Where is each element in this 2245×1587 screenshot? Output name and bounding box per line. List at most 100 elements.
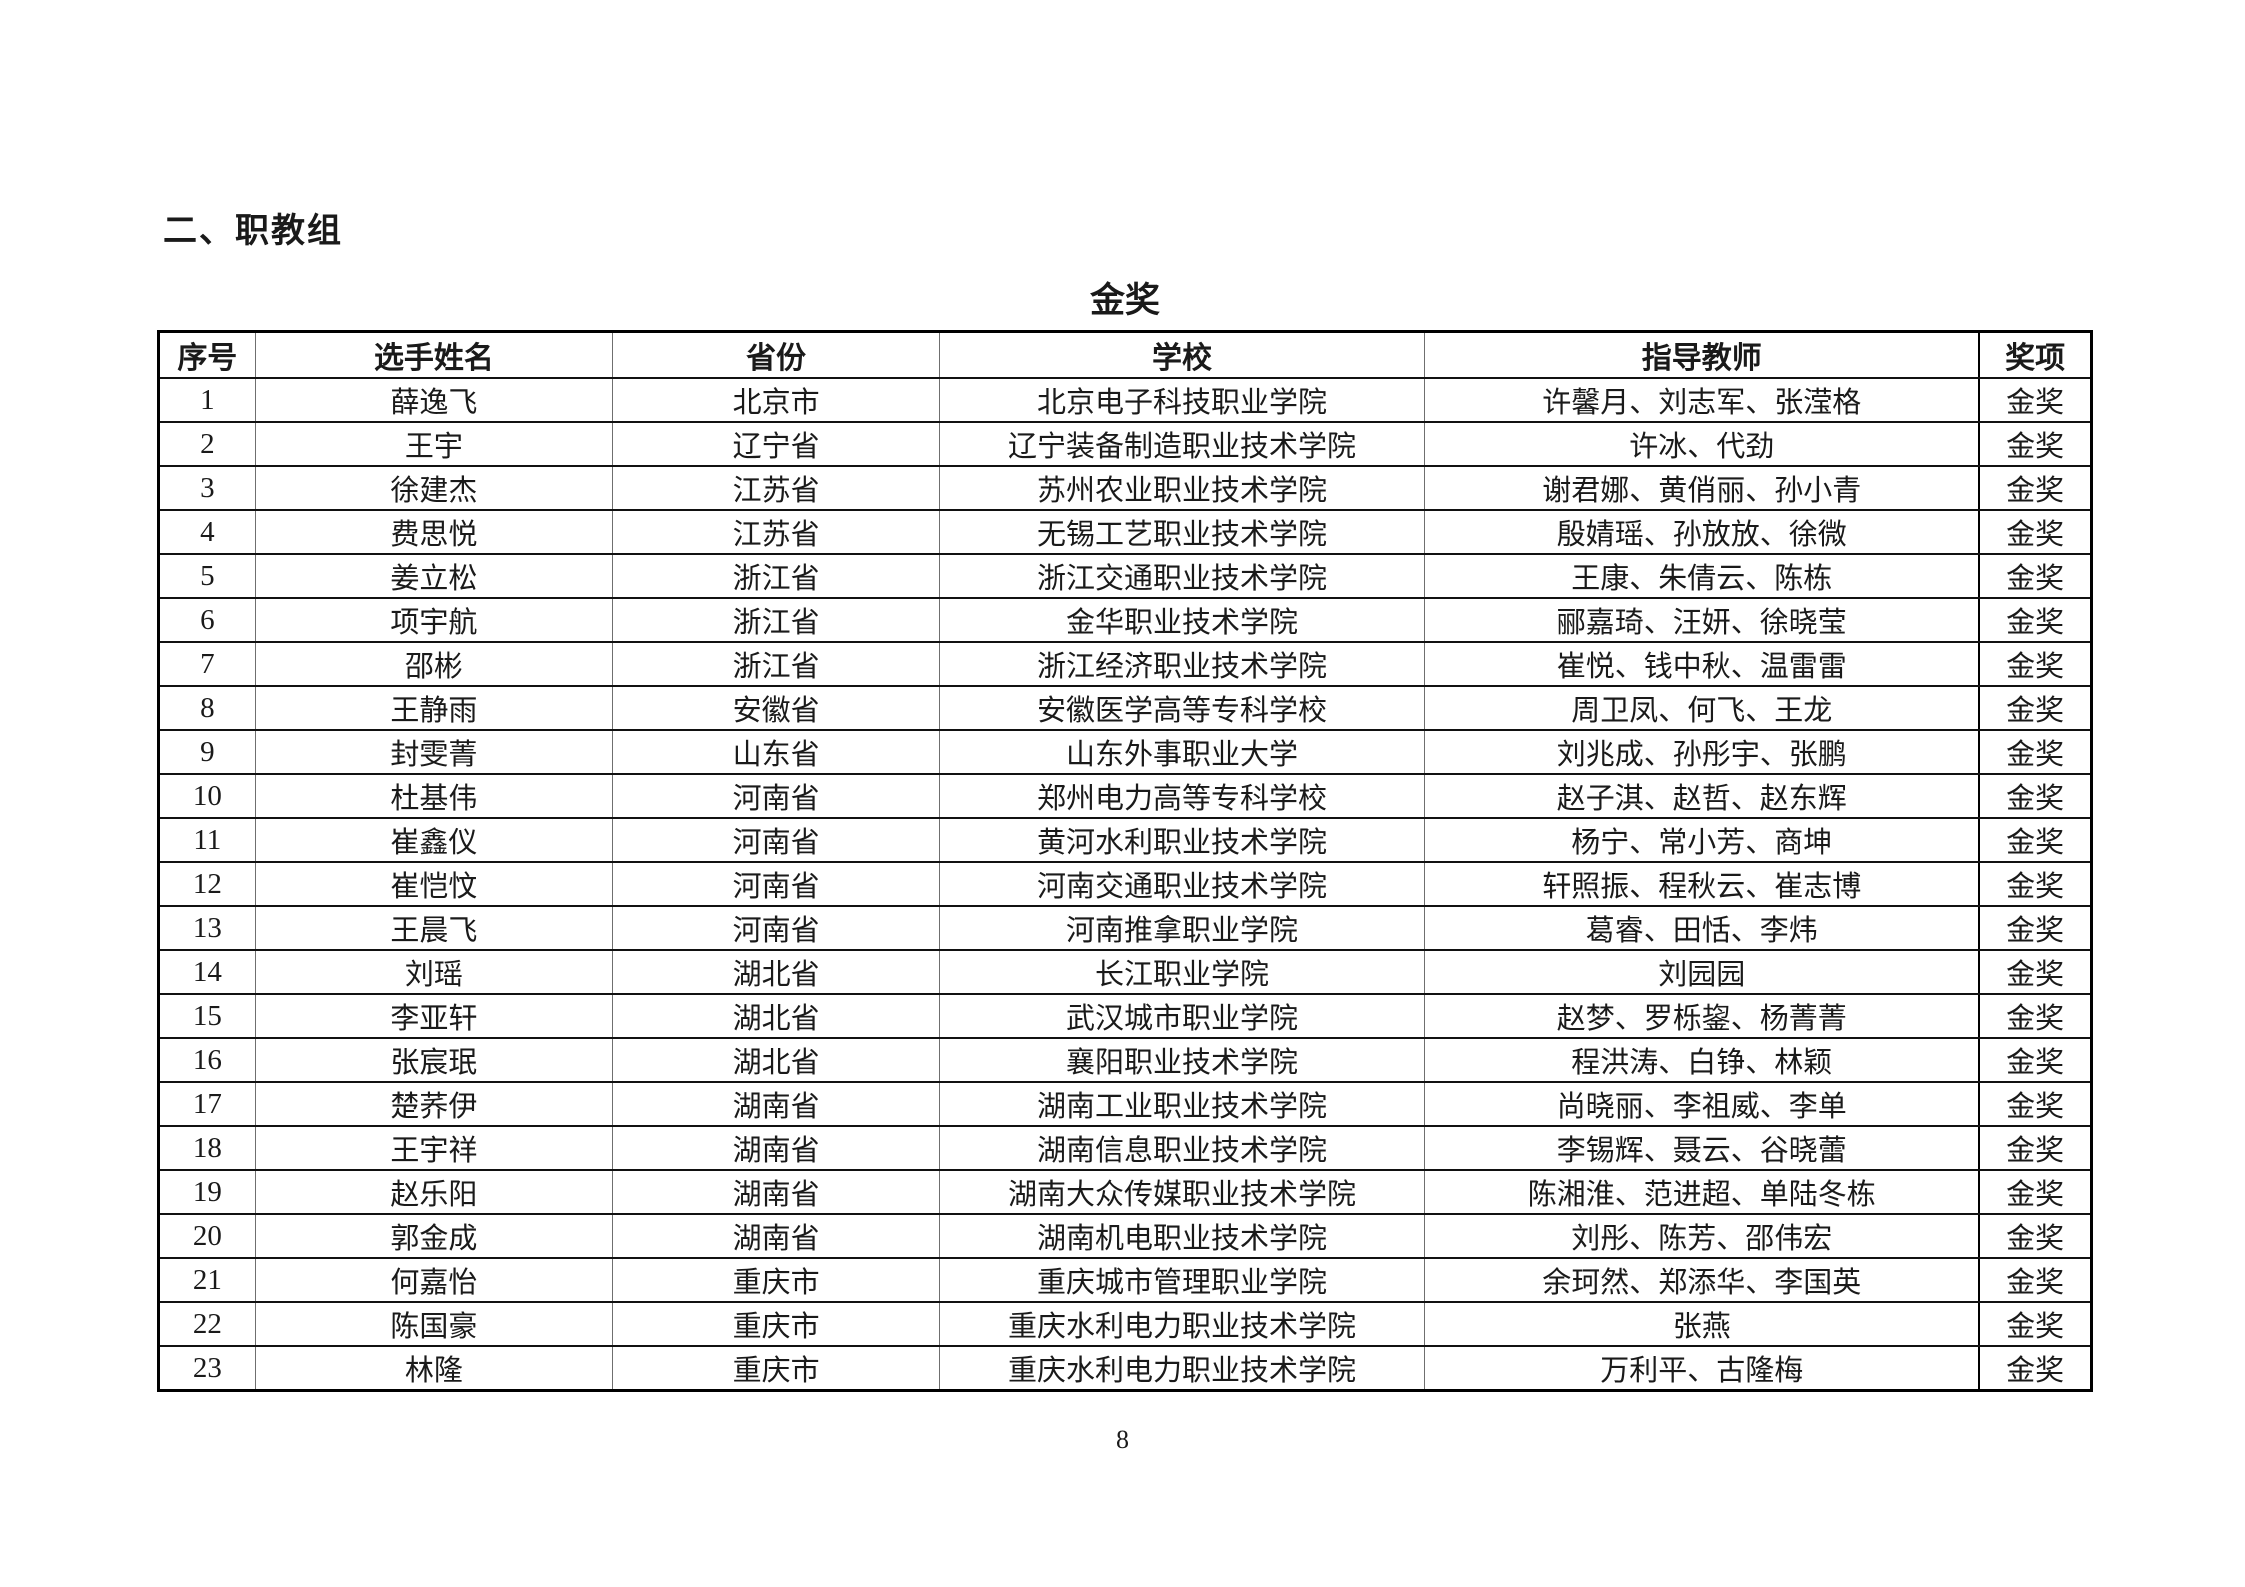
table-cell: 河南省 bbox=[612, 817, 940, 863]
table-title: 金奖 bbox=[1089, 281, 1160, 320]
table-cell: 11 bbox=[158, 817, 256, 863]
table-cell: 金奖 bbox=[1978, 465, 2092, 511]
table-cell: 姜立松 bbox=[254, 553, 614, 599]
table-cell: 重庆城市管理职业学院 bbox=[938, 1257, 1426, 1303]
table-cell: 王晨飞 bbox=[254, 905, 614, 951]
table-cell: 8 bbox=[158, 685, 256, 731]
table-cell: 重庆市 bbox=[612, 1301, 940, 1347]
table-cell: 葛睿、田恬、李炜 bbox=[1424, 905, 1980, 951]
table-cell: 邵彬 bbox=[254, 641, 614, 687]
table-cell: 长江职业学院 bbox=[938, 949, 1426, 995]
table-cell: 辽宁省 bbox=[612, 421, 940, 467]
table-cell: 崔鑫仪 bbox=[254, 817, 614, 863]
table-cell: 湖南省 bbox=[612, 1169, 940, 1215]
table-cell: 山东外事职业大学 bbox=[938, 729, 1426, 775]
table-cell: 浙江交通职业技术学院 bbox=[938, 553, 1426, 599]
table-cell: 轩照振、程秋云、崔志博 bbox=[1424, 861, 1980, 907]
table-cell: 金奖 bbox=[1978, 905, 2092, 951]
column-header: 选手姓名 bbox=[254, 330, 614, 379]
table-cell: 山东省 bbox=[612, 729, 940, 775]
table-cell: 15 bbox=[158, 993, 256, 1039]
table-cell: 湖南省 bbox=[612, 1213, 940, 1259]
table-cell: 苏州农业职业技术学院 bbox=[938, 465, 1426, 511]
table-cell: 金奖 bbox=[1978, 597, 2092, 643]
table-row: 7 邵彬 浙江省 浙江经济职业技术学院 崔悦、钱中秋、温雷雷 金奖 bbox=[158, 641, 2092, 687]
table-cell: 万利平、古隆梅 bbox=[1424, 1345, 1980, 1392]
table-row: 11 崔鑫仪 河南省 黄河水利职业技术学院 杨宁、常小芳、商坤 金奖 bbox=[158, 817, 2092, 863]
table-cell: 金奖 bbox=[1978, 685, 2092, 731]
table-cell: 河南省 bbox=[612, 773, 940, 819]
table-cell: 尚晓丽、李祖威、李单 bbox=[1424, 1081, 1980, 1127]
table-cell: 重庆水利电力职业技术学院 bbox=[938, 1345, 1426, 1392]
table-cell: 金奖 bbox=[1978, 553, 2092, 599]
table-cell: 黄河水利职业技术学院 bbox=[938, 817, 1426, 863]
table-cell: 费思悦 bbox=[254, 509, 614, 555]
table-row: 9 封雯菁 山东省 山东外事职业大学 刘兆成、孙彤宇、张鹏 金奖 bbox=[158, 729, 2092, 775]
table-cell: 王康、朱倩云、陈栋 bbox=[1424, 553, 1980, 599]
table-cell: 金奖 bbox=[1978, 861, 2092, 907]
table-cell: 湖南省 bbox=[612, 1125, 940, 1171]
table-cell: 杜基伟 bbox=[254, 773, 614, 819]
table-cell: 张宸珉 bbox=[254, 1037, 614, 1083]
table-cell: 河南省 bbox=[612, 861, 940, 907]
table-cell: 张燕 bbox=[1424, 1301, 1980, 1347]
table-cell: 22 bbox=[158, 1301, 256, 1347]
table-cell: 16 bbox=[158, 1037, 256, 1083]
table-cell: 陈国豪 bbox=[254, 1301, 614, 1347]
table-cell: 何嘉怡 bbox=[254, 1257, 614, 1303]
table-cell: 湖北省 bbox=[612, 949, 940, 995]
table-cell: 王静雨 bbox=[254, 685, 614, 731]
table-cell: 9 bbox=[158, 729, 256, 775]
table-cell: 金奖 bbox=[1978, 1169, 2092, 1215]
table-cell: 赵乐阳 bbox=[254, 1169, 614, 1215]
table-row: 6 项宇航 浙江省 金华职业技术学院 郦嘉琦、汪妍、徐晓莹 金奖 bbox=[158, 597, 2092, 643]
table-cell: 河南推拿职业学院 bbox=[938, 905, 1426, 951]
column-header: 省份 bbox=[612, 330, 940, 379]
table-cell: 重庆市 bbox=[612, 1345, 940, 1392]
table-cell: 17 bbox=[158, 1081, 256, 1127]
table-cell: 3 bbox=[158, 465, 256, 511]
section-title: 二、职教组 bbox=[163, 212, 343, 250]
table-row: 18 王宇祥 湖南省 湖南信息职业技术学院 李锡辉、聂云、谷晓蕾 金奖 bbox=[158, 1125, 2092, 1171]
table-cell: 王宇 bbox=[254, 421, 614, 467]
table-cell: 郦嘉琦、汪妍、徐晓莹 bbox=[1424, 597, 1980, 643]
table-cell: 许冰、代劲 bbox=[1424, 421, 1980, 467]
table-row: 15 李亚轩 湖北省 武汉城市职业学院 赵梦、罗栎鋆、杨菁菁 金奖 bbox=[158, 993, 2092, 1039]
page-number: 8 bbox=[1116, 1425, 1129, 1454]
table-cell: 金奖 bbox=[1978, 1037, 2092, 1083]
column-header: 学校 bbox=[938, 330, 1426, 379]
table-row: 16 张宸珉 湖北省 襄阳职业技术学院 程洪涛、白铮、林颖 金奖 bbox=[158, 1037, 2092, 1083]
table-cell: 金奖 bbox=[1978, 421, 2092, 467]
table-cell: 23 bbox=[158, 1345, 256, 1392]
table-row: 20 郭金成 湖南省 湖南机电职业技术学院 刘彤、陈芳、邵伟宏 金奖 bbox=[158, 1213, 2092, 1259]
table-cell: 崔悦、钱中秋、温雷雷 bbox=[1424, 641, 1980, 687]
table-row: 23 林隆 重庆市 重庆水利电力职业技术学院 万利平、古隆梅 金奖 bbox=[158, 1345, 2092, 1392]
table-cell: 金奖 bbox=[1978, 377, 2092, 423]
table-cell: 北京市 bbox=[612, 377, 940, 423]
table-cell: 江苏省 bbox=[612, 465, 940, 511]
table-row: 3 徐建杰 江苏省 苏州农业职业技术学院 谢君娜、黄俏丽、孙小青 金奖 bbox=[158, 465, 2092, 511]
table-row: 1 薛逸飞 北京市 北京电子科技职业学院 许馨月、刘志军、张滢格 金奖 bbox=[158, 377, 2092, 423]
table-cell: 薛逸飞 bbox=[254, 377, 614, 423]
table-cell: 安徽省 bbox=[612, 685, 940, 731]
table-cell: 江苏省 bbox=[612, 509, 940, 555]
table-cell: 陈湘淮、范进超、单陆冬栋 bbox=[1424, 1169, 1980, 1215]
table-cell: 金奖 bbox=[1978, 1345, 2092, 1392]
table-cell: 谢君娜、黄俏丽、孙小青 bbox=[1424, 465, 1980, 511]
table-cell: 19 bbox=[158, 1169, 256, 1215]
table-cell: 金奖 bbox=[1978, 729, 2092, 775]
table-cell: 2 bbox=[158, 421, 256, 467]
table-cell: 浙江省 bbox=[612, 597, 940, 643]
table-cell: 金奖 bbox=[1978, 641, 2092, 687]
table-cell: 武汉城市职业学院 bbox=[938, 993, 1426, 1039]
table-cell: 湖南信息职业技术学院 bbox=[938, 1125, 1426, 1171]
table-cell: 余珂然、郑添华、李国英 bbox=[1424, 1257, 1980, 1303]
table-cell: 许馨月、刘志军、张滢格 bbox=[1424, 377, 1980, 423]
table-cell: 10 bbox=[158, 773, 256, 819]
table-cell: 18 bbox=[158, 1125, 256, 1171]
table-row: 19 赵乐阳 湖南省 湖南大众传媒职业技术学院 陈湘淮、范进超、单陆冬栋 金奖 bbox=[158, 1169, 2092, 1215]
table-cell: 刘彤、陈芳、邵伟宏 bbox=[1424, 1213, 1980, 1259]
table-cell: 崔恺忟 bbox=[254, 861, 614, 907]
table-cell: 金奖 bbox=[1978, 1257, 2092, 1303]
